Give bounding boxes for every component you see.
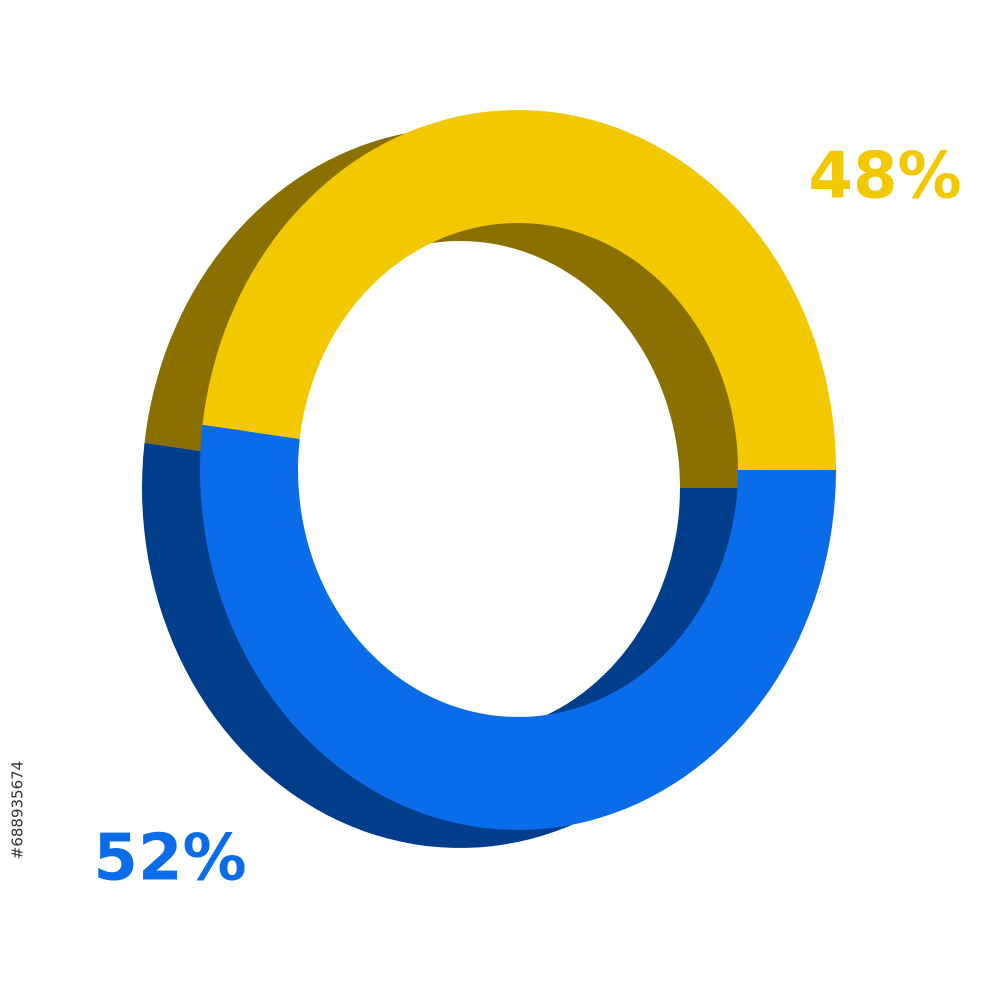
slice (202, 110, 836, 470)
slice (200, 424, 836, 830)
value-label: 52% (93, 822, 246, 896)
value-label: 48% (808, 140, 961, 214)
side-text: #688935674 (9, 761, 27, 859)
